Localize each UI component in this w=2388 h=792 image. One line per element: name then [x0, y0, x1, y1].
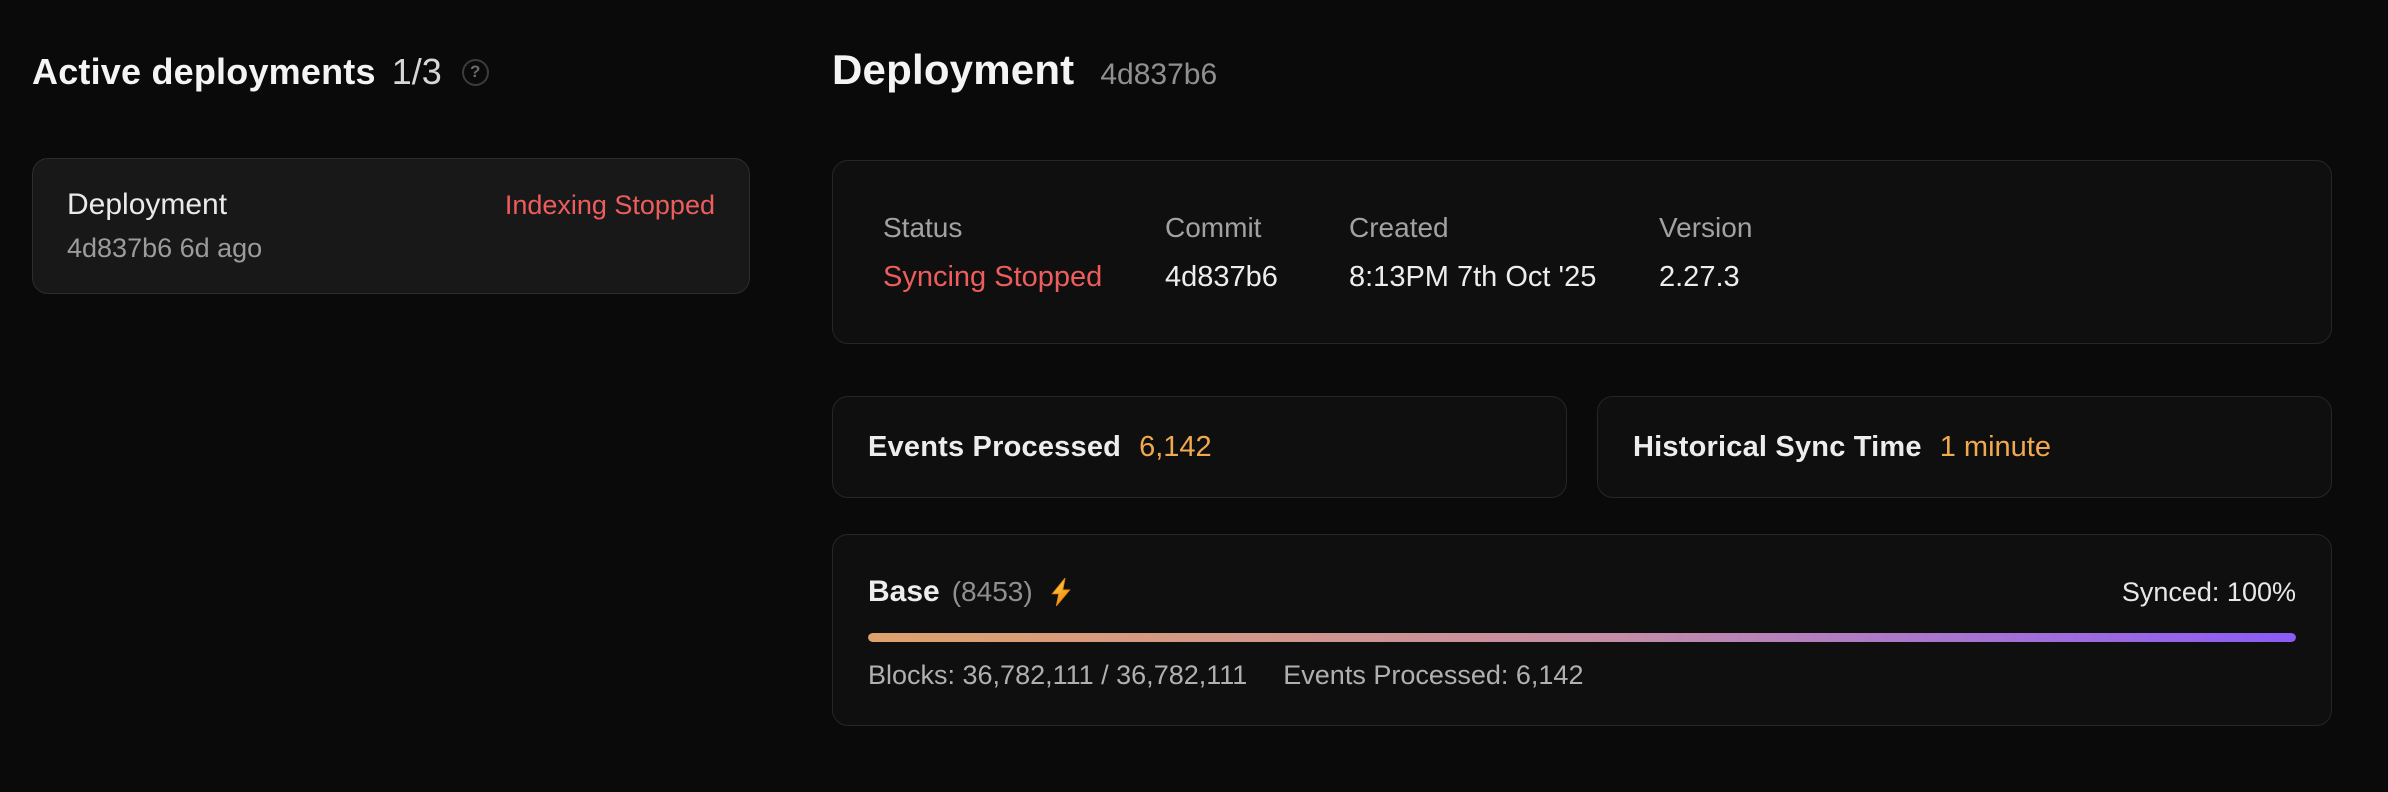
deployment-hash: 4d837b6	[1100, 58, 1218, 91]
sync-progress-bar	[868, 633, 2296, 642]
deployment-list-item[interactable]: Deployment Indexing Stopped 4d837b6 6d a…	[32, 158, 750, 294]
overview-field-created: Created 8:13PM 7th Oct '25	[1349, 211, 1659, 343]
overview-value-created: 8:13PM 7th Oct '25	[1349, 261, 1597, 293]
deployment-detail-panel: Deployment 4d837b6 Status Syncing Stoppe…	[800, 0, 2388, 792]
deployments-count: 1/3	[391, 51, 442, 92]
overview-label: Commit	[1165, 212, 1262, 243]
deployment-name: Deployment	[67, 188, 228, 221]
overview-value-status: Syncing Stopped	[883, 261, 1103, 293]
chain-events-processed: Events Processed: 6,142	[1283, 660, 1584, 690]
historical-sync-time-card: Historical Sync Time 1 minute	[1597, 396, 2332, 498]
chain-sync-header: Base (8453) Syn	[868, 575, 2296, 609]
historical-sync-time-value: 1 minute	[1939, 430, 2051, 463]
chain-sync-card: Base (8453) Syn	[832, 534, 2332, 726]
overview-value-commit: 4d837b6	[1165, 261, 1278, 293]
events-processed-label: Events Processed	[868, 430, 1122, 463]
historical-sync-time-label: Historical Sync Time	[1633, 430, 1922, 463]
active-deployments-header: Active deployments 1/3 ?	[32, 50, 800, 94]
chain-id: (8453)	[951, 576, 1033, 607]
events-processed-value: 6,142	[1139, 430, 1212, 463]
deployment-status-badge: Indexing Stopped	[504, 190, 715, 220]
overview-field-version: Version 2.27.3	[1659, 211, 1752, 343]
active-deployments-panel: Active deployments 1/3 ? Deployment Inde…	[0, 0, 800, 792]
metrics-row: Events Processed 6,142 Historical Sync T…	[832, 396, 2332, 498]
overview-label: Version	[1659, 212, 1753, 243]
deployment-title: Deployment	[832, 46, 1075, 93]
overview-field-status: Status Syncing Stopped	[883, 211, 1165, 343]
events-processed-card: Events Processed 6,142	[832, 396, 1567, 498]
active-deployments-title: Active deployments	[32, 51, 376, 92]
sync-progress-track	[868, 633, 2296, 642]
overview-label: Status	[883, 212, 963, 243]
synced-percent: Synced: 100%	[2121, 576, 2296, 607]
overview-value-version: 2.27.3	[1659, 261, 1740, 293]
deployment-overview-card: Status Syncing Stopped Commit 4d837b6 Cr…	[832, 160, 2332, 344]
deployment-list-item-header: Deployment Indexing Stopped	[67, 187, 715, 223]
chain-name: Base	[868, 575, 940, 608]
deployment-meta: 4d837b6 6d ago	[67, 233, 263, 263]
help-icon[interactable]: ?	[461, 58, 489, 86]
blocks-count: Blocks: 36,782,111 / 36,782,111	[868, 660, 1248, 690]
chain-sync-stats: Blocks: 36,782,111 / 36,782,111 Events P…	[868, 658, 2296, 692]
overview-field-commit: Commit 4d837b6	[1165, 211, 1349, 343]
lightning-bolt-icon	[1047, 577, 1075, 607]
overview-label: Created	[1349, 212, 1449, 243]
deployment-detail-header: Deployment 4d837b6	[832, 44, 2332, 96]
